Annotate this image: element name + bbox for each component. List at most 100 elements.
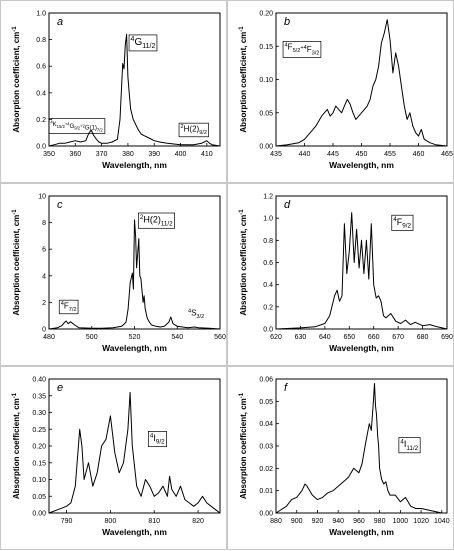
panel-letter: f (284, 382, 288, 394)
level-annotation: 4S3/2 (188, 309, 204, 321)
chart-svg-b: 435 440 445 450 455 460 465 0.00 0.05 0.10 0.15 0.2… (239, 11, 453, 171)
x-tick-label: 640 (319, 334, 331, 341)
y-tick-label: 0.05 (259, 399, 273, 406)
x-tick-label: 1020 (413, 518, 429, 525)
x-tick-label: 465 (441, 151, 453, 158)
y-tick-label: 1.2 (263, 194, 273, 201)
y-tick-label: 1.0 (263, 216, 273, 223)
level-annotation: 2H(2)9/2 (181, 124, 207, 136)
chart-svg-c: 480 500 520 540 560 0 2 4 6 8 10 Wavelength, nm Abso… (12, 194, 226, 354)
y-tick-label: 0.15 (259, 44, 273, 51)
y-tick-label: 0.6 (263, 260, 273, 267)
annotation-box (178, 122, 209, 138)
plot-frame (48, 12, 221, 147)
annotation-box (398, 437, 421, 454)
y-tick-label: 0 (42, 327, 46, 334)
plot-frame (275, 12, 448, 147)
annotation-box (391, 214, 414, 231)
y-tick-label: 0.2 (36, 117, 46, 124)
y-axis-label: Absorption coefficient, cm-1 (239, 26, 248, 133)
plot-frame (275, 195, 448, 330)
y-tick-label: 10 (38, 194, 46, 201)
panel-letter: b (284, 16, 290, 28)
y-tick-label: 0.35 (32, 393, 46, 400)
y-tick-label: 0.0 (263, 327, 273, 334)
chart-panel-f: 880 900 920 940 960 980 1000 1020 1040 0.00 0.01 0.… (227, 366, 454, 550)
chart-panel-b: 435 440 445 450 455 460 465 0.00 0.05 0.10 0.15 0.2… (227, 0, 454, 183)
x-tick-label: 980 (374, 518, 386, 525)
y-tick-label: 0.2 (263, 304, 273, 311)
x-tick-label: 1040 (434, 518, 450, 525)
y-tick-label: 2 (42, 300, 46, 307)
x-tick-label: 360 (69, 151, 81, 158)
chart-panel-e: 790 800 810 820 0.00 0.05 0.10 0.15 0.20 0.25 0.30… (0, 366, 227, 550)
y-tick-label: 0.4 (36, 90, 46, 97)
x-tick-label: 940 (332, 518, 344, 525)
x-tick-label: 670 (392, 334, 404, 341)
chart-svg-e: 790 800 810 820 0.00 0.05 0.10 0.15 0.20 0.25 0.30… (12, 377, 221, 537)
y-tick-label: 4 (42, 273, 46, 280)
x-tick-label: 390 (148, 151, 160, 158)
y-tick-label: 0.05 (32, 494, 46, 501)
plot-frame (48, 378, 221, 514)
panel-letter: a (57, 16, 63, 28)
y-tick-label: 0.06 (259, 377, 273, 384)
y-tick-label: 0.10 (259, 77, 273, 84)
x-tick-label: 810 (148, 518, 160, 525)
chart-panel-c: 480 500 520 540 560 0 2 4 6 8 10 Wavelength, nm Abso… (0, 183, 227, 366)
y-axis-label: Absorption coefficient, cm-1 (12, 26, 21, 133)
annotation-box (147, 431, 167, 448)
y-tick-label: 0.8 (263, 238, 273, 245)
y-axis-label: Absorption coefficient, cm-1 (12, 209, 21, 316)
x-tick-label: 560 (214, 334, 226, 341)
annotation-box (128, 34, 158, 52)
y-tick-label: 0.00 (259, 511, 273, 518)
x-axis-label: Wavelength, nm (329, 160, 394, 170)
x-tick-label: 520 (129, 334, 141, 341)
x-axis-label: Wavelength, nm (329, 343, 394, 353)
annotation-box (137, 212, 175, 229)
x-tick-label: 445 (327, 151, 339, 158)
y-tick-label: 0.10 (32, 477, 46, 484)
x-tick-label: 900 (291, 518, 303, 525)
y-tick-label: 0.25 (32, 427, 46, 434)
panel-letter: c (57, 199, 63, 211)
y-tick-label: 0.04 (259, 421, 273, 428)
x-tick-label: 1000 (393, 518, 409, 525)
y-tick-label: 0.40 (32, 377, 46, 384)
x-axis-label: Wavelength, nm (102, 160, 167, 170)
x-tick-label: 380 (122, 151, 134, 158)
y-tick-label: 0.6 (36, 64, 46, 71)
y-tick-label: 0.02 (259, 466, 273, 473)
x-tick-label: 650 (343, 334, 355, 341)
y-tick-label: 0.8 (36, 37, 46, 44)
x-axis-label: Wavelength, nm (102, 527, 167, 537)
x-tick-label: 500 (86, 334, 98, 341)
level-annotation: 2H(2)11/2 (140, 214, 173, 227)
x-tick-label: 410 (201, 151, 213, 158)
x-axis-label: Wavelength, nm (329, 527, 394, 537)
x-tick-label: 435 (270, 151, 282, 158)
y-tick-label: 0.05 (259, 110, 273, 117)
y-tick-label: 0.00 (32, 511, 46, 518)
chart-svg-a: 350 360 370 380 390 400 410 0.0 0.2 0.4 0.6 0.8 1.0 W… (12, 11, 221, 170)
level-annotation: 4G11/2 (131, 36, 156, 50)
y-tick-label: 0.03 (259, 444, 273, 451)
y-tick-label: 0.15 (32, 460, 46, 467)
y-tick-label: 8 (42, 220, 46, 227)
series-line (275, 383, 447, 514)
level-annotation: 4F7/2 (61, 301, 77, 313)
chart-panel-a: 350 360 370 380 390 400 410 0.0 0.2 0.4 0.6 0.8 1.0 W… (0, 0, 227, 183)
x-tick-label: 820 (192, 518, 204, 525)
y-tick-label: 1.0 (36, 11, 46, 18)
x-tick-label: 790 (61, 518, 73, 525)
x-tick-label: 540 (171, 334, 183, 341)
x-tick-label: 630 (295, 334, 307, 341)
y-tick-label: 0.20 (259, 11, 273, 18)
series-line (275, 19, 448, 147)
y-tick-label: 0.00 (259, 144, 273, 151)
chart-svg-f: 880 900 920 940 960 980 1000 1020 1040 0.00 0.01 0.… (239, 377, 450, 538)
x-tick-label: 800 (105, 518, 117, 525)
x-tick-label: 455 (384, 151, 396, 158)
